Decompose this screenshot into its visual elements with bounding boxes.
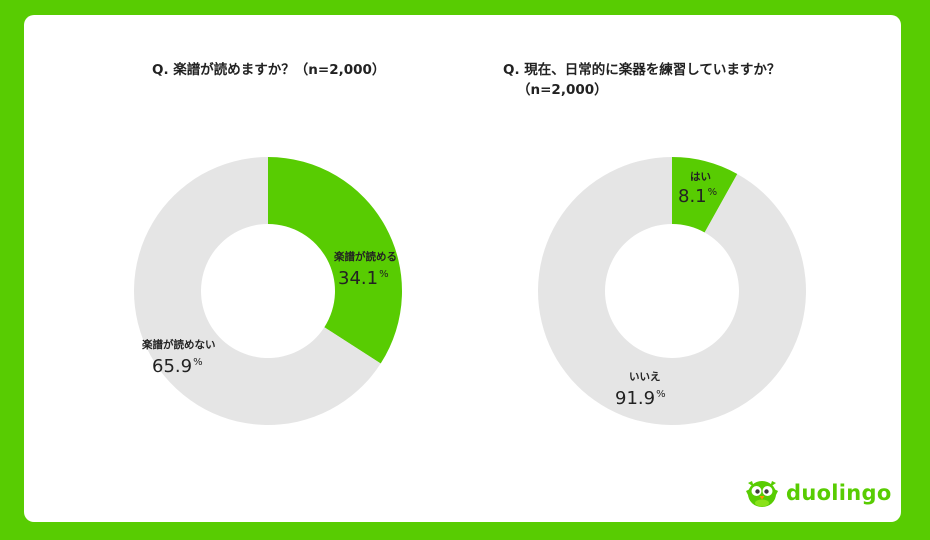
chart-2-title: Q. 現在、日常的に楽器を練習していますか？ （n=2,000） <box>503 60 780 100</box>
percent-unit: % <box>656 389 666 400</box>
slice-label: 楽譜が読めない <box>141 338 216 351</box>
slice-label: はい <box>690 171 711 183</box>
slice-label: 楽譜が読める <box>333 250 397 263</box>
percent-unit: % <box>193 357 203 368</box>
slice-value: 34.1% <box>338 268 389 289</box>
duo-owl-icon <box>746 481 778 507</box>
slice-2 <box>538 157 806 425</box>
percent-unit: % <box>708 187 718 198</box>
percent-unit: % <box>379 269 389 280</box>
chart-1-title-text: Q. 楽譜が読めますか？（n=2,000） <box>152 62 386 78</box>
brand-wordmark: duolingo <box>786 481 892 505</box>
slice-value: 65.9% <box>152 356 203 377</box>
slice-value: 91.9% <box>615 388 666 409</box>
chart-2-title-text: Q. 現在、日常的に楽器を練習していますか？ <box>503 62 781 78</box>
slice-1 <box>672 157 738 233</box>
slice-label: いいえ <box>629 371 661 383</box>
donut-chart-music-reading: 楽譜が読める 34.1% 楽譜が読めない 65.9% <box>133 157 402 426</box>
chart-2-subtitle: （n=2,000） <box>517 82 608 98</box>
chart-1-title: Q. 楽譜が読めますか？（n=2,000） <box>152 60 385 80</box>
slice-2 <box>133 157 381 426</box>
duolingo-logo: duolingo <box>744 477 892 509</box>
slice-1 <box>268 157 402 364</box>
